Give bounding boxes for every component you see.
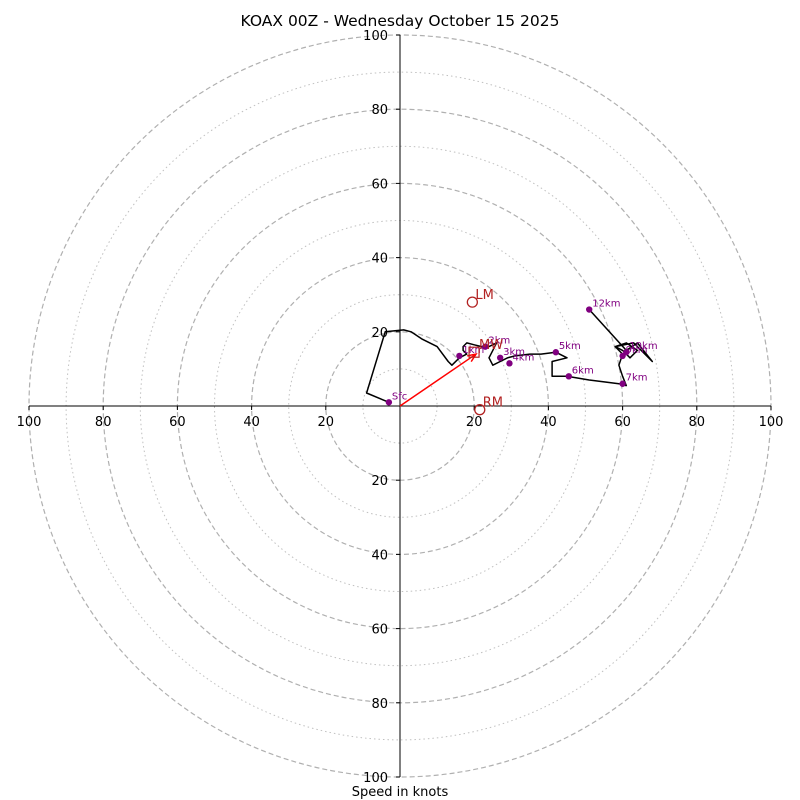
- height-point-10km: [623, 349, 630, 356]
- height-point-12km: [586, 306, 593, 313]
- y-tick-label: 60: [371, 623, 388, 638]
- y-tick-label: 60: [371, 177, 388, 192]
- height-point-7km: [619, 380, 626, 387]
- height-label-10km: 10km: [629, 341, 657, 352]
- storm-motion-marker-RM: [474, 404, 486, 416]
- chart-title: KOAX 00Z - Wednesday October 15 2025: [241, 12, 560, 30]
- y-tick-label: 100: [363, 771, 388, 786]
- height-label-1km: 1km: [462, 345, 484, 356]
- x-tick-label: 60: [169, 415, 186, 430]
- height-point-2km: [482, 343, 489, 350]
- height-point-4km: [506, 360, 513, 367]
- storm-motion-marker-LM: [466, 296, 478, 308]
- storm-motion-label-LM: LM: [475, 288, 493, 303]
- height-point-1km: [456, 352, 463, 360]
- height-label-4km: 4km: [512, 352, 534, 363]
- height-label-2km: 2km: [488, 336, 510, 347]
- x-tick-label: 80: [95, 415, 112, 430]
- height-label-7km: 7km: [626, 373, 648, 384]
- y-tick-label: 40: [371, 548, 388, 563]
- height-label-9km: 9km: [626, 345, 648, 356]
- height-point-5km: [552, 349, 560, 356]
- x-tick-label: 100: [17, 415, 42, 430]
- storm-motion-label-MW: MW: [479, 338, 503, 353]
- y-tick-label: 100: [363, 29, 388, 44]
- height-label-12km: 12km: [592, 299, 620, 310]
- x-tick-label: 40: [243, 415, 260, 430]
- hodograph-trace: [365, 308, 654, 403]
- x-tick-label: 20: [466, 415, 483, 430]
- height-point-6km: [565, 373, 573, 380]
- height-label-6km: 6km: [572, 365, 594, 376]
- shear-vector-arrowhead: [467, 352, 478, 363]
- x-tick-label: 20: [318, 415, 335, 430]
- storm-motion-group: LM RM MW: [466, 288, 503, 416]
- y-tick-label: 80: [371, 103, 388, 118]
- y-tick-label: 80: [371, 697, 388, 712]
- storm-motion-marker-MW: [468, 346, 480, 358]
- shear-vector-group: [399, 352, 478, 407]
- storm-motion-label-RM: RM: [483, 396, 503, 411]
- y-tick-label: 20: [371, 474, 388, 489]
- height-point-3km: [496, 354, 504, 361]
- y-tick-label: 40: [371, 252, 388, 267]
- height-label-Sfc: Sfc: [392, 391, 407, 402]
- tick-labels: 100 80 60 40 20 20 40 60 80 100100806040202040608…: [17, 29, 784, 786]
- height-label-5km: 5km: [559, 341, 581, 352]
- shear-vector-line: [399, 353, 477, 407]
- x-tick-label: 40: [540, 415, 557, 430]
- x-tick-label: 80: [689, 415, 706, 430]
- x-tick-label: 100: [759, 415, 784, 430]
- x-tick-label: 60: [614, 415, 631, 430]
- x-axis-label: Speed in knots: [352, 785, 449, 800]
- height-label-3km: 3km: [503, 347, 525, 358]
- height-point-Sfc: [385, 399, 393, 406]
- hodograph-trace-group: [365, 308, 654, 403]
